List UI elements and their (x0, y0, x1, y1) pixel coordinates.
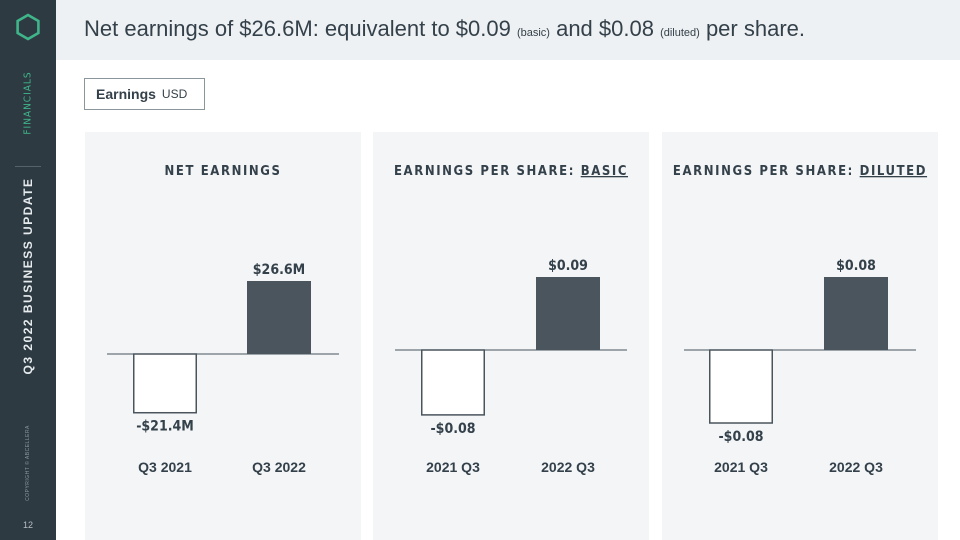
value-label-2: $0.08 (836, 258, 876, 274)
chart-title-text: EARNINGS PER SHARE: (673, 164, 860, 179)
chart-title-emphasis: BASIC (581, 164, 628, 179)
value-label-2: $0.09 (548, 258, 588, 274)
section-label: FINANCIALS (22, 71, 34, 135)
chart-panel-net-earnings: NET EARNINGS -$21.4M Q3 2021 $26.6M Q3 2022 (85, 132, 361, 540)
chart-net-earnings: NET EARNINGS -$21.4M Q3 2021 $26.6M Q3 2022 (107, 164, 339, 475)
headline-part-2: and $0.08 (549, 16, 661, 41)
sidebar: FINANCIALS Q3 2022 BUSINESS UPDATE COPYR… (0, 0, 56, 540)
tag-label: Earnings (96, 86, 156, 102)
category-label-1: Q3 2021 (138, 459, 192, 475)
bar-1 (421, 349, 485, 416)
bar-2 (824, 277, 888, 350)
bar-2 (536, 277, 600, 350)
chart-title: NET EARNINGS (164, 164, 281, 179)
chart-title-emphasis: DILUTED (860, 164, 927, 179)
chart-title: EARNINGS PER SHARE: BASIC (394, 164, 628, 179)
chart-title: EARNINGS PER SHARE: DILUTED (673, 164, 927, 179)
copyright-text: COPYRIGHT © ABCELLERA (25, 425, 31, 501)
bar-1 (709, 349, 773, 424)
earnings-tag: Earnings USD (84, 78, 205, 110)
value-label-2: $26.6M (253, 262, 305, 278)
basic-note: (basic) (516, 27, 550, 39)
tag-unit: USD (161, 87, 188, 101)
category-label-1: 2021 Q3 (714, 459, 768, 475)
deck-title: Q3 2022 BUSINESS UPDATE (21, 177, 35, 375)
bar-2 (247, 281, 311, 354)
value-label-1: -$0.08 (430, 421, 475, 437)
page-number: 12 (22, 520, 33, 530)
chart-title-text: NET EARNINGS (164, 164, 281, 179)
chart-eps-diluted: EARNINGS PER SHARE: DILUTED -$0.08 2021 Q3… (673, 164, 927, 475)
chart-panel-eps-diluted: EARNINGS PER SHARE: DILUTED -$0.08 2021 Q3… (662, 132, 938, 540)
chart-panel-eps-basic: EARNINGS PER SHARE: BASIC -$0.08 2021 Q3 $0… (373, 132, 649, 540)
sidebar-divider (15, 166, 41, 167)
diluted-note: (diluted) (660, 27, 700, 39)
bar-1 (133, 353, 197, 414)
value-label-1: -$21.4M (136, 419, 194, 435)
hexagon-logo-icon (16, 13, 40, 41)
value-label-1: -$0.08 (718, 429, 763, 445)
category-label-2: 2022 Q3 (541, 459, 595, 475)
header: Net earnings of $26.6M: equivalent to $0… (56, 0, 960, 60)
headline-part-3: per share. (699, 16, 805, 41)
chart-title-text: EARNINGS PER SHARE: (394, 164, 581, 179)
category-label-1: 2021 Q3 (426, 459, 480, 475)
chart-eps-basic: EARNINGS PER SHARE: BASIC -$0.08 2021 Q3 $0… (394, 164, 628, 475)
category-label-2: Q3 2022 (252, 459, 306, 475)
headline-part-1: Net earnings of $26.6M: equivalent to $0… (84, 16, 517, 41)
page-title: Net earnings of $26.6M: equivalent to $0… (84, 16, 805, 42)
category-label-2: 2022 Q3 (829, 459, 883, 475)
